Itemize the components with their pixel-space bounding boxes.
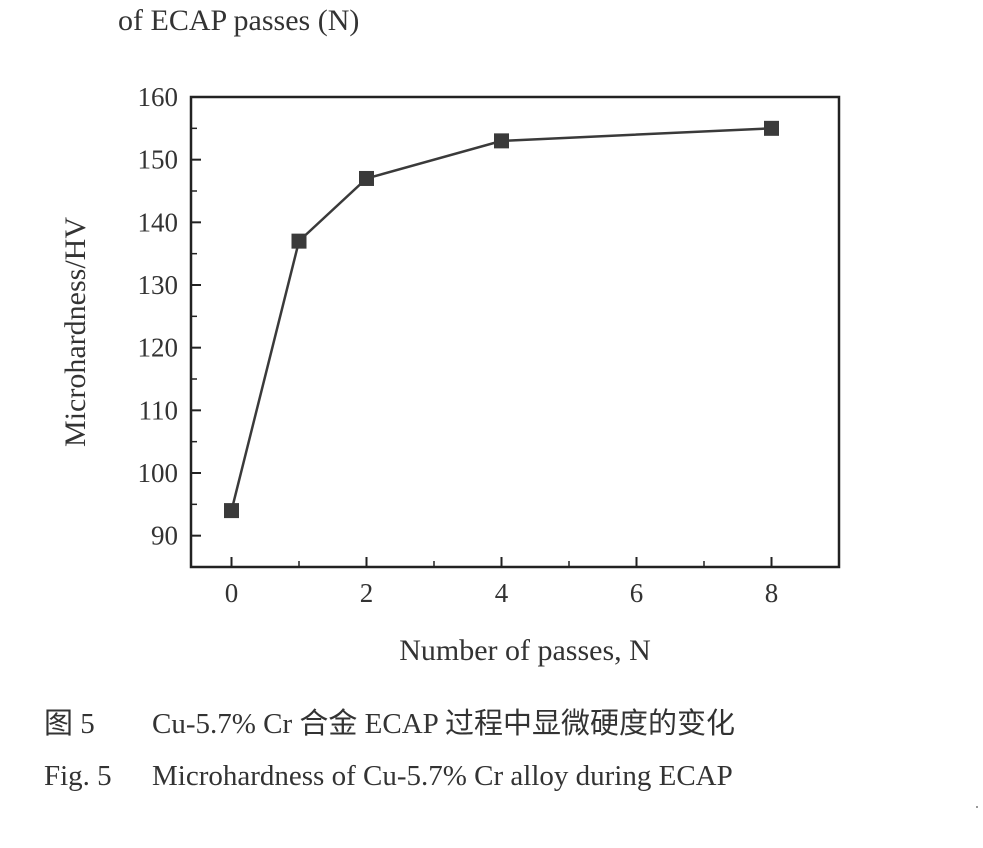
caption-text-chinese: Cu-5.7% Cr 合金 ECAP 过程中显微硬度的变化 bbox=[152, 708, 735, 740]
data-point-marker bbox=[224, 503, 239, 519]
figure-number-chinese: 图 5 bbox=[44, 708, 95, 740]
series-layer bbox=[224, 120, 779, 519]
x-axis-label: Number of passes, N bbox=[399, 634, 651, 667]
y-tick-label: 150 bbox=[138, 145, 179, 175]
x-tick-label: 8 bbox=[765, 578, 779, 608]
x-axis-ticks: 0 2 4 6 8 bbox=[225, 557, 779, 608]
y-tick-label: 160 bbox=[138, 82, 179, 112]
y-axis-ticks: 90 100 110 120 130 140 150 160 bbox=[138, 82, 201, 551]
data-point-marker bbox=[494, 133, 509, 149]
caption-text-english: Microhardness of Cu-5.7% Cr alloy during… bbox=[152, 760, 733, 792]
x-tick-label: 0 bbox=[225, 578, 239, 608]
microhardness-line-chart: 0 2 4 6 8 90 100 110 120 130 140 150 160 Number of … bbox=[59, 82, 841, 667]
figure-caption-chinese: 图 5 Cu-5.7% Cr 合金 ECAP 过程中显微硬度的变化 bbox=[44, 700, 735, 742]
data-point-marker bbox=[764, 120, 779, 136]
figure-number-english: Fig. 5 bbox=[44, 760, 112, 792]
figure-caption-english: Fig. 5 Microhardness of Cu-5.7% Cr alloy … bbox=[44, 760, 733, 793]
plot-frame bbox=[189, 95, 841, 569]
y-tick-label: 140 bbox=[138, 207, 179, 237]
y-axis-label: Microhardness/HV bbox=[59, 217, 92, 447]
x-tick-label: 2 bbox=[360, 578, 374, 608]
scan-speck bbox=[976, 806, 978, 808]
data-point-marker bbox=[291, 233, 307, 249]
y-tick-label: 120 bbox=[138, 333, 179, 363]
x-tick-label: 6 bbox=[630, 578, 644, 608]
x-tick-label: 4 bbox=[495, 578, 509, 608]
series-line bbox=[230, 127, 772, 511]
y-tick-label: 90 bbox=[151, 521, 178, 551]
y-tick-label: 130 bbox=[138, 270, 179, 300]
y-tick-label: 100 bbox=[138, 458, 179, 488]
data-point-marker bbox=[359, 170, 374, 186]
previous-caption-fragment: of ECAP passes (N) bbox=[118, 4, 360, 37]
y-tick-label: 110 bbox=[139, 395, 179, 425]
